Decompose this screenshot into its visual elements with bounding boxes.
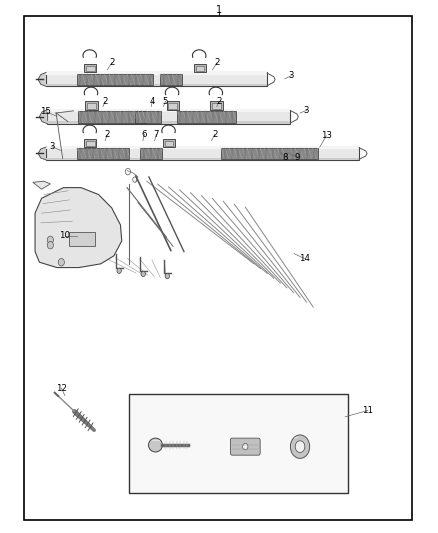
Polygon shape [77, 148, 129, 159]
Text: 9: 9 [294, 153, 300, 161]
Text: 7: 7 [154, 130, 159, 139]
Polygon shape [221, 148, 318, 159]
Text: 5: 5 [163, 97, 168, 106]
Text: 14: 14 [299, 254, 310, 263]
Polygon shape [87, 103, 96, 109]
Polygon shape [212, 103, 221, 109]
Circle shape [290, 435, 310, 458]
Text: 10: 10 [59, 231, 71, 240]
Circle shape [295, 441, 305, 453]
Polygon shape [85, 101, 98, 110]
Ellipse shape [148, 438, 162, 452]
Polygon shape [77, 74, 153, 85]
Circle shape [117, 268, 121, 273]
Polygon shape [46, 158, 359, 160]
Polygon shape [38, 72, 46, 86]
Text: 8: 8 [282, 153, 287, 161]
Circle shape [47, 236, 53, 244]
Text: 4: 4 [150, 97, 155, 106]
Text: 2: 2 [109, 59, 114, 67]
Polygon shape [33, 181, 50, 189]
Polygon shape [140, 148, 162, 159]
Text: 1: 1 [216, 5, 222, 14]
Polygon shape [135, 111, 161, 123]
Polygon shape [46, 72, 267, 75]
Polygon shape [210, 101, 223, 110]
Polygon shape [166, 101, 179, 110]
Polygon shape [177, 111, 236, 123]
Text: 2: 2 [212, 130, 217, 139]
Circle shape [47, 241, 53, 249]
FancyBboxPatch shape [230, 438, 260, 455]
Bar [24, 16, 412, 520]
Text: 6: 6 [142, 130, 147, 139]
Polygon shape [168, 103, 177, 109]
Polygon shape [35, 188, 122, 268]
Polygon shape [47, 121, 290, 124]
Text: 13: 13 [321, 132, 332, 140]
Polygon shape [38, 147, 46, 160]
Polygon shape [78, 111, 146, 123]
Text: 2: 2 [105, 130, 110, 139]
Text: 3: 3 [304, 106, 309, 115]
Polygon shape [84, 139, 96, 147]
Polygon shape [84, 64, 96, 72]
Text: 15: 15 [40, 108, 52, 116]
Polygon shape [46, 147, 359, 160]
Polygon shape [46, 147, 359, 149]
Polygon shape [39, 110, 47, 124]
Polygon shape [86, 66, 95, 71]
Polygon shape [86, 141, 95, 146]
Text: 2: 2 [214, 59, 219, 67]
Polygon shape [69, 232, 95, 246]
Circle shape [243, 443, 248, 450]
Text: 12: 12 [56, 384, 67, 392]
Circle shape [141, 271, 145, 277]
Polygon shape [46, 72, 267, 86]
Polygon shape [47, 110, 290, 124]
Text: 2: 2 [102, 97, 108, 106]
Polygon shape [195, 66, 204, 71]
Circle shape [165, 273, 170, 279]
Polygon shape [163, 139, 175, 147]
Polygon shape [194, 64, 206, 72]
Circle shape [58, 259, 64, 266]
Polygon shape [165, 141, 173, 146]
Text: 3: 3 [49, 142, 54, 151]
Text: 11: 11 [362, 406, 374, 415]
Bar [129, 394, 348, 493]
Polygon shape [46, 84, 267, 86]
Polygon shape [160, 74, 182, 85]
Polygon shape [47, 110, 290, 112]
Text: 2: 2 [216, 97, 222, 106]
Text: 3: 3 [289, 71, 294, 80]
